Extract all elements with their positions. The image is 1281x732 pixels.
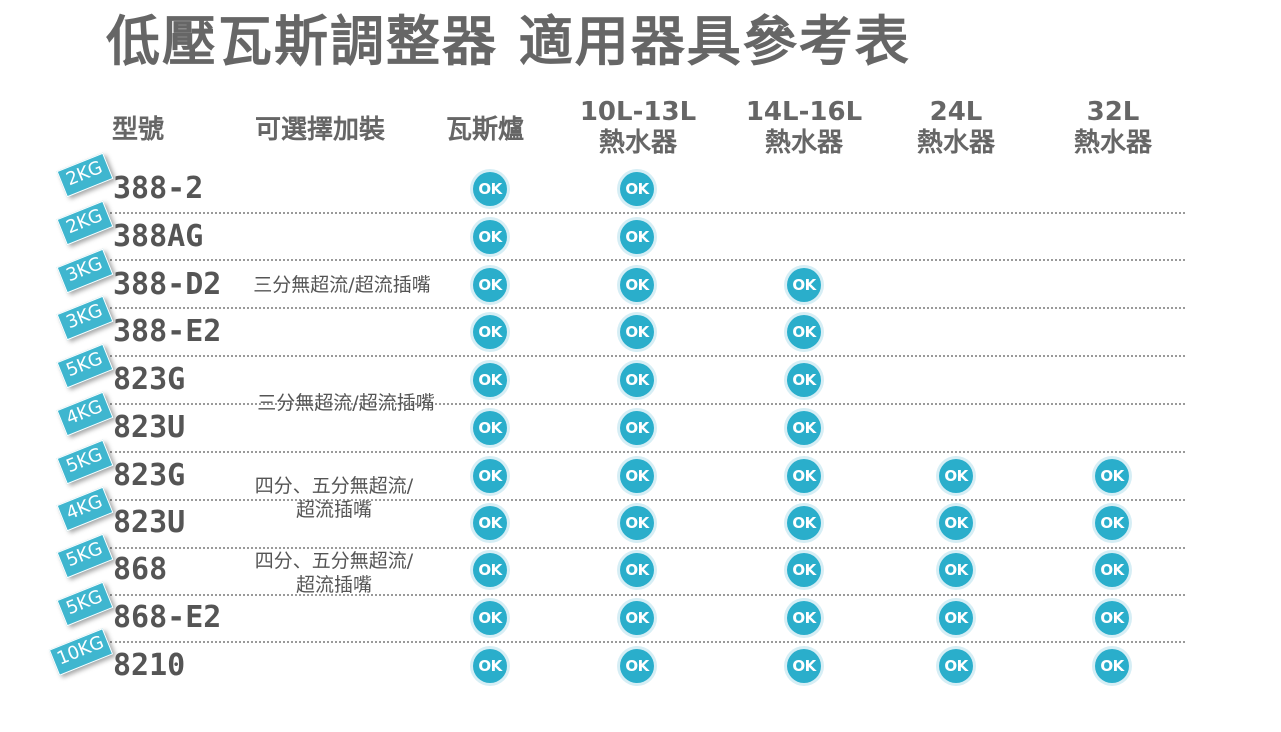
addon-note: 三分無超流/超流插嘴 — [253, 274, 431, 296]
model-number: 823U — [113, 410, 186, 445]
ok-badge: OK — [473, 553, 507, 587]
ok-badge: OK — [620, 315, 654, 349]
ok-badge: OK — [473, 411, 507, 445]
ok-badge: OK — [787, 411, 821, 445]
row-divider — [110, 259, 1185, 261]
ok-badge: OK — [1095, 601, 1129, 635]
ok-badge: OK — [620, 601, 654, 635]
weight-tag: 5KG — [56, 439, 114, 485]
ok-badge: OK — [473, 363, 507, 397]
model-number: 868 — [113, 552, 168, 587]
header-heater-32: 32L 熱水器 — [1073, 97, 1152, 158]
addon-note: 四分、五分無超流/ 超流插嘴 — [254, 475, 414, 521]
header-heater-24: 24L 熱水器 — [916, 97, 995, 158]
row-divider — [110, 307, 1185, 309]
addon-note: 四分、五分無超流/ 超流插嘴 — [254, 550, 414, 596]
ok-badge: OK — [787, 315, 821, 349]
model-number: 388-E2 — [113, 314, 222, 349]
ok-badge: OK — [1095, 553, 1129, 587]
model-number: 388AG — [113, 219, 204, 254]
page-title: 低壓瓦斯調整器 適用器具參考表 — [106, 10, 911, 73]
row-divider — [110, 547, 1185, 549]
header-addon: 可選擇加裝 — [255, 115, 386, 145]
ok-badge: OK — [473, 601, 507, 635]
ok-badge: OK — [620, 459, 654, 493]
header-model: 型號 — [112, 115, 165, 145]
row-divider — [110, 499, 1185, 501]
ok-badge: OK — [473, 506, 507, 540]
ok-badge: OK — [620, 220, 654, 254]
header-stove: 瓦斯爐 — [446, 115, 525, 145]
ok-badge: OK — [620, 506, 654, 540]
header-heater-10-13: 10L-13L 熱水器 — [579, 97, 697, 158]
row-divider — [110, 641, 1185, 643]
weight-tag: 10KG — [48, 628, 114, 676]
ok-badge: OK — [787, 363, 821, 397]
ok-badge: OK — [620, 172, 654, 206]
ok-badge: OK — [620, 553, 654, 587]
row-divider — [110, 594, 1185, 596]
ok-badge: OK — [787, 553, 821, 587]
row-divider — [110, 451, 1185, 453]
ok-badge: OK — [1095, 649, 1129, 683]
model-number: 388-2 — [113, 171, 204, 206]
weight-tag: 5KG — [56, 343, 114, 389]
ok-badge: OK — [473, 315, 507, 349]
weight-tag: 3KG — [56, 295, 114, 341]
ok-badge: OK — [939, 506, 973, 540]
ok-badge: OK — [473, 172, 507, 206]
model-number: 388-D2 — [113, 267, 222, 302]
ok-badge: OK — [620, 649, 654, 683]
ok-badge: OK — [787, 459, 821, 493]
ok-badge: OK — [939, 459, 973, 493]
weight-tag: 2KG — [56, 152, 114, 198]
weight-tag: 3KG — [56, 248, 114, 294]
row-divider — [110, 403, 1185, 405]
ok-badge: OK — [620, 411, 654, 445]
model-number: 823U — [113, 505, 186, 540]
weight-tag: 4KG — [56, 486, 114, 532]
weight-tag: 5KG — [56, 581, 114, 627]
model-number: 823G — [113, 458, 186, 493]
ok-badge: OK — [787, 268, 821, 302]
row-divider — [110, 212, 1185, 214]
ok-badge: OK — [620, 268, 654, 302]
ok-badge: OK — [620, 363, 654, 397]
row-divider — [110, 355, 1185, 357]
ok-badge: OK — [473, 220, 507, 254]
addon-note: 三分無超流/超流插嘴 — [257, 392, 435, 414]
ok-badge: OK — [939, 601, 973, 635]
weight-tag: 4KG — [56, 391, 114, 437]
weight-tag: 2KG — [56, 200, 114, 246]
model-number: 823G — [113, 362, 186, 397]
model-number: 868-E2 — [113, 600, 222, 635]
weight-tag: 5KG — [56, 533, 114, 579]
ok-badge: OK — [787, 506, 821, 540]
ok-badge: OK — [939, 553, 973, 587]
ok-badge: OK — [473, 649, 507, 683]
ok-badge: OK — [939, 649, 973, 683]
header-heater-14-16: 14L-16L 熱水器 — [745, 97, 863, 158]
ok-badge: OK — [473, 268, 507, 302]
ok-badge: OK — [1095, 506, 1129, 540]
ok-badge: OK — [787, 601, 821, 635]
ok-badge: OK — [787, 649, 821, 683]
ok-badge: OK — [473, 459, 507, 493]
model-number: 8210 — [113, 648, 186, 683]
ok-badge: OK — [1095, 459, 1129, 493]
